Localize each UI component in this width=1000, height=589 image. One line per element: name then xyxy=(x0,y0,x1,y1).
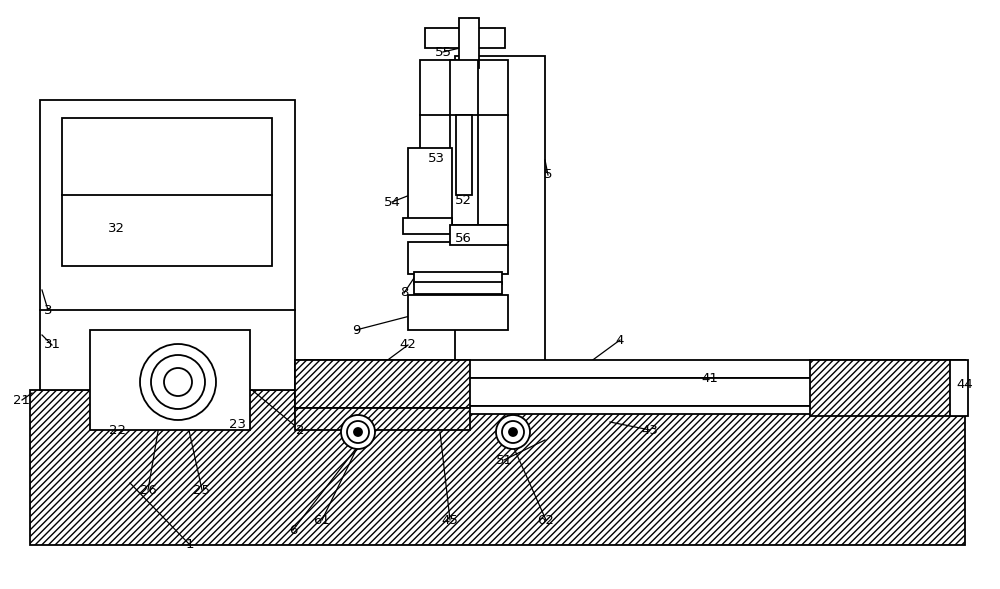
Text: 8: 8 xyxy=(400,286,408,299)
Text: 61: 61 xyxy=(314,514,330,527)
Bar xyxy=(408,148,452,225)
Circle shape xyxy=(341,415,375,449)
Text: 4: 4 xyxy=(616,333,624,346)
Text: 26: 26 xyxy=(140,484,156,497)
Text: 6: 6 xyxy=(289,524,297,537)
Bar xyxy=(455,56,545,396)
Text: 54: 54 xyxy=(384,196,400,209)
Bar xyxy=(295,406,965,414)
Circle shape xyxy=(164,368,192,396)
Text: 25: 25 xyxy=(194,484,210,497)
Circle shape xyxy=(502,421,524,443)
Text: 31: 31 xyxy=(44,339,60,352)
Text: 3: 3 xyxy=(44,303,52,316)
Bar xyxy=(425,28,505,48)
Text: 41: 41 xyxy=(702,372,718,385)
Text: 43: 43 xyxy=(642,423,658,436)
Bar xyxy=(90,330,250,430)
Text: 45: 45 xyxy=(442,514,458,527)
Text: 52: 52 xyxy=(454,194,472,207)
Text: 62: 62 xyxy=(538,514,554,527)
Bar xyxy=(295,378,965,406)
Bar xyxy=(295,408,470,430)
Bar xyxy=(456,115,472,195)
Bar xyxy=(459,18,479,68)
Circle shape xyxy=(496,415,530,449)
Text: 22: 22 xyxy=(110,423,126,436)
Text: 32: 32 xyxy=(108,221,124,234)
Circle shape xyxy=(347,421,369,443)
Bar xyxy=(450,60,478,225)
Text: 9: 9 xyxy=(352,323,360,336)
Text: 42: 42 xyxy=(400,339,416,352)
Circle shape xyxy=(151,355,205,409)
Text: 2: 2 xyxy=(296,423,304,436)
Bar xyxy=(295,360,470,408)
Circle shape xyxy=(140,344,216,420)
Bar xyxy=(62,118,272,266)
Bar xyxy=(403,218,452,234)
Bar xyxy=(408,295,508,330)
Bar xyxy=(450,225,508,245)
Bar xyxy=(414,282,502,294)
Bar xyxy=(950,360,968,416)
Bar xyxy=(414,272,502,284)
Text: 55: 55 xyxy=(434,45,452,58)
Bar xyxy=(408,242,508,274)
Bar xyxy=(40,100,295,390)
Text: 56: 56 xyxy=(455,231,471,244)
Text: 51: 51 xyxy=(496,454,512,466)
Bar xyxy=(295,360,965,378)
Text: 21: 21 xyxy=(14,393,30,406)
Circle shape xyxy=(354,428,362,436)
Text: 5: 5 xyxy=(544,168,552,181)
Bar xyxy=(30,390,965,545)
Text: 23: 23 xyxy=(230,418,246,431)
Bar xyxy=(420,60,508,225)
Bar xyxy=(810,360,965,416)
Text: 1: 1 xyxy=(186,538,194,551)
Circle shape xyxy=(509,428,517,436)
Text: 53: 53 xyxy=(428,151,444,164)
Text: 44: 44 xyxy=(957,379,973,392)
